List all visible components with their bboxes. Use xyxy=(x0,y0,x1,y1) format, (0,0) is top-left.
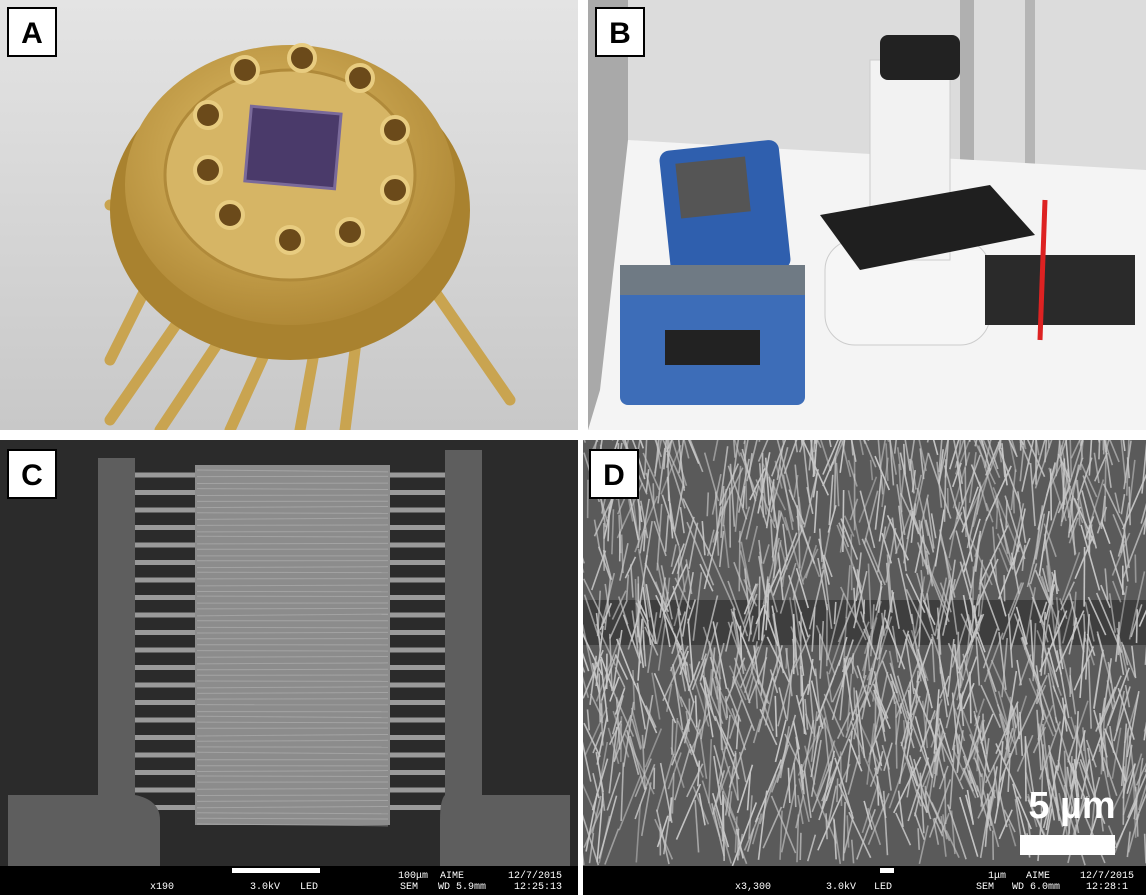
panel-label: B xyxy=(609,17,631,50)
texture xyxy=(1135,555,1136,583)
texture xyxy=(197,627,388,628)
sem-text: 12/7/2015 xyxy=(508,870,562,882)
texture xyxy=(1004,575,1005,601)
figure: 5 µm A B C D x190 3.0kV LED 100μm AIME S… xyxy=(0,0,1146,895)
texture xyxy=(197,632,388,633)
texture xyxy=(197,722,388,723)
sem-text: LED xyxy=(300,882,318,893)
sem-text: WD 6.0mm xyxy=(1012,882,1060,893)
scale-bar xyxy=(1020,835,1115,855)
texture xyxy=(1025,736,1026,801)
panel-c-sem xyxy=(0,440,578,895)
texture xyxy=(1129,487,1130,526)
texture xyxy=(197,795,388,796)
texture xyxy=(854,687,855,707)
sem-text: 3.0kV xyxy=(250,881,280,893)
texture xyxy=(875,682,876,742)
sem-text: LED xyxy=(874,882,892,893)
sem-text: AIME xyxy=(1026,871,1050,882)
sem-text: 3.0kV xyxy=(826,881,856,893)
texture xyxy=(1006,500,1007,528)
texture xyxy=(197,513,388,514)
panel-b-photo xyxy=(588,0,1146,430)
texture xyxy=(826,813,827,839)
sem-text: WD 5.9mm xyxy=(438,882,486,893)
sem-text: SEM xyxy=(400,882,418,893)
texture xyxy=(707,492,708,516)
texture xyxy=(801,666,802,696)
sem-text: 12:28:1 xyxy=(1086,882,1128,893)
texture xyxy=(738,829,739,861)
sem-text: SEM xyxy=(976,882,994,893)
sem-text: 100μm xyxy=(398,871,428,882)
sem-text: x190 xyxy=(150,882,174,893)
sem-text: 1μm xyxy=(988,871,1006,882)
texture xyxy=(958,632,959,669)
texture xyxy=(965,467,966,537)
texture xyxy=(759,576,760,640)
texture xyxy=(578,817,584,865)
texture xyxy=(800,833,801,860)
panel-label: D xyxy=(603,459,625,492)
panel-d-sem: 5 µm xyxy=(567,379,1146,895)
panel-a-photo xyxy=(0,0,578,430)
texture xyxy=(621,716,622,762)
texture xyxy=(837,778,838,802)
scale-label: 5 µm xyxy=(1028,785,1115,827)
texture xyxy=(834,458,835,511)
sem-text: x3,300 xyxy=(735,882,771,893)
sem-text: AIME xyxy=(440,871,464,882)
texture xyxy=(910,682,911,729)
sem-text: 12/7/2015 xyxy=(1080,870,1134,882)
panel-label: C xyxy=(21,459,43,492)
panel-label: A xyxy=(21,17,43,50)
texture xyxy=(945,774,946,824)
texture xyxy=(970,672,971,724)
texture xyxy=(1137,609,1138,643)
texture xyxy=(877,776,878,805)
sem-text: 12:25:13 xyxy=(514,882,562,893)
texture xyxy=(1051,469,1052,521)
texture xyxy=(918,828,919,850)
